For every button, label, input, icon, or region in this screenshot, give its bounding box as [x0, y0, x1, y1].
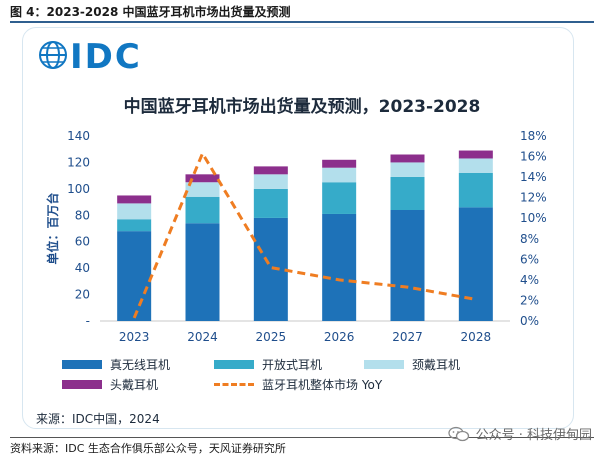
- top-rule: [10, 21, 594, 23]
- legend-swatch-tws: [62, 360, 102, 369]
- bar-neckband: [390, 162, 425, 177]
- bar-headphone: [390, 154, 425, 163]
- x-tick-label: 2024: [187, 330, 218, 344]
- bar-headphone: [117, 195, 152, 204]
- bar-tws: [185, 223, 220, 321]
- source-note: 来源：IDC中国，2024: [36, 412, 160, 426]
- y2-tick-label: 2%: [520, 293, 539, 307]
- y-tick-label: 120: [67, 155, 90, 169]
- bar-headphone: [185, 174, 220, 183]
- y2-tick-label: 10%: [520, 211, 547, 225]
- watermark: 公众号 · 科技伊甸园: [447, 424, 592, 443]
- idc-logo: IDC: [70, 37, 142, 77]
- legend: 真无线耳机 开放式耳机 颈戴耳机 头戴耳机 蓝牙耳机整体市场 YoY: [62, 356, 502, 396]
- legend-swatch-open: [214, 360, 254, 369]
- y-tick-label: 40: [75, 261, 90, 275]
- bar-open: [185, 196, 220, 224]
- legend-label-tws: 真无线耳机: [110, 358, 171, 372]
- watermark-text: 公众号 · 科技伊甸园: [475, 428, 592, 443]
- legend-item-yoy: 蓝牙耳机整体市场 YoY: [214, 376, 382, 393]
- y-tick-label: 80: [75, 208, 90, 222]
- bar-tws: [390, 210, 425, 321]
- bar-tws: [322, 213, 357, 321]
- bar-open: [253, 188, 288, 218]
- y2-tick-label: 8%: [520, 232, 539, 246]
- x-tick-label: 2023: [119, 330, 150, 344]
- bar-neckband: [117, 203, 152, 220]
- wechat-icon: [447, 426, 469, 441]
- bar-headphone: [322, 159, 357, 168]
- y-tick-label: 100: [67, 182, 90, 196]
- x-tick-label: 2025: [256, 330, 287, 344]
- bar-neckband: [458, 158, 493, 173]
- y-tick-label: 60: [75, 235, 90, 249]
- bar-headphone: [458, 150, 493, 159]
- legend-label-neckband: 颈戴耳机: [412, 358, 461, 372]
- x-tick-label: 2026: [324, 330, 355, 344]
- yoy-line: [132, 150, 477, 319]
- bar-open: [458, 173, 493, 208]
- y2-tick-label: 0%: [520, 314, 539, 328]
- y-tick-label: -: [86, 314, 90, 328]
- bar-tws: [253, 217, 288, 321]
- y-axis-label: 单位：百万台: [45, 192, 60, 264]
- y2-tick-label: 14%: [520, 170, 547, 184]
- legend-item-open: 开放式耳机: [214, 356, 322, 373]
- legend-swatch-yoy: [214, 383, 254, 386]
- legend-item-neckband: 颈戴耳机: [364, 356, 460, 373]
- y-tick-label: 140: [67, 129, 90, 143]
- bar-open: [117, 219, 152, 232]
- bottom-rule: [10, 437, 594, 438]
- y2-tick-label: 4%: [520, 273, 539, 287]
- y2-tick-label: 12%: [520, 191, 547, 205]
- y2-tick-label: 18%: [520, 129, 547, 143]
- bar-neckband: [322, 167, 357, 183]
- figure-title: 图 4：2023-2028 中国蓝牙耳机市场出货量及预测: [10, 5, 291, 19]
- credit-line: 资料来源：IDC 生态合作俱乐部公众号，天风证券研究所: [10, 442, 286, 455]
- bar-tws: [117, 231, 152, 321]
- bar-neckband: [185, 182, 220, 197]
- legend-item-headphone: 头戴耳机: [62, 376, 158, 393]
- bar-open: [390, 176, 425, 210]
- legend-label-headphone: 头戴耳机: [110, 378, 159, 392]
- legend-item-tws: 真无线耳机: [62, 356, 170, 373]
- legend-label-yoy: 蓝牙耳机整体市场 YoY: [262, 378, 383, 392]
- legend-label-open: 开放式耳机: [262, 358, 323, 372]
- y2-tick-label: 16%: [520, 150, 547, 164]
- legend-swatch-headphone: [62, 380, 102, 389]
- x-tick-label: 2028: [461, 330, 492, 344]
- bar-headphone: [253, 166, 288, 175]
- bar-tws: [458, 207, 493, 321]
- y2-tick-label: 6%: [520, 252, 539, 266]
- y-tick-label: 20: [75, 288, 90, 302]
- bar-open: [322, 182, 357, 214]
- legend-swatch-neckband: [364, 360, 404, 369]
- idc-globe-icon: [39, 41, 67, 69]
- chart-title: 中国蓝牙耳机市场出货量及预测，2023-2028: [123, 97, 481, 117]
- x-tick-label: 2027: [392, 330, 423, 344]
- bar-neckband: [253, 174, 288, 189]
